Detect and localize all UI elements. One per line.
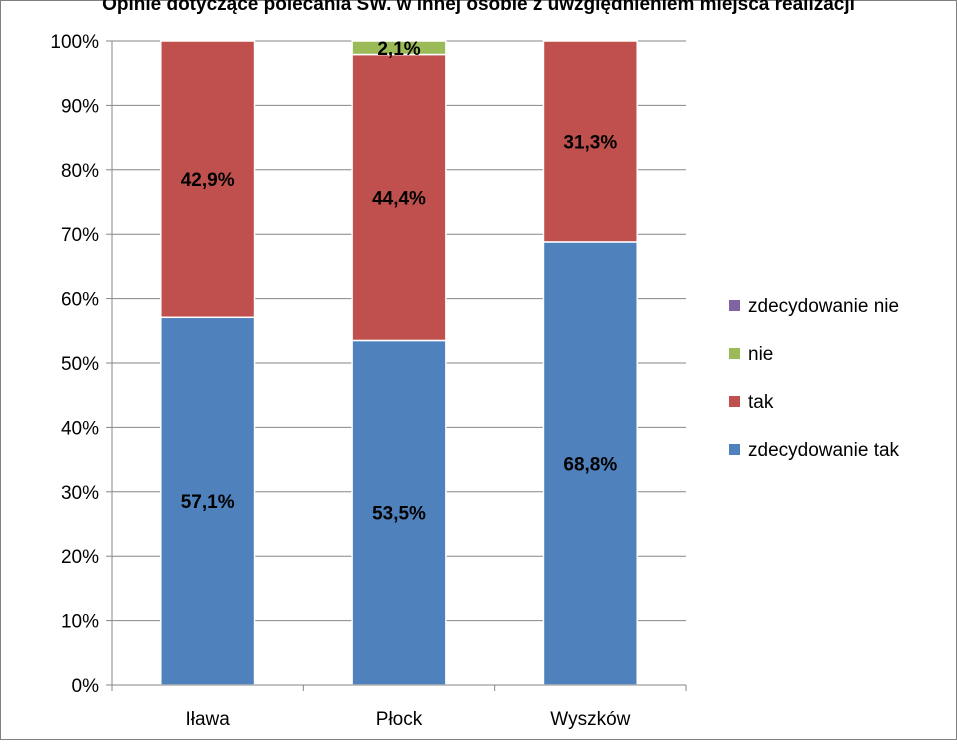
y-tick-label: 50% <box>61 354 99 375</box>
data-label: 53,5% <box>372 504 426 525</box>
bar-segment <box>160 40 256 319</box>
data-label: 44,4% <box>372 188 426 209</box>
x-tick-label: Iława <box>185 709 230 730</box>
data-label: 57,1% <box>181 492 235 513</box>
chart-title: Opinie dotyczące polecania SW. w innej o… <box>0 0 957 22</box>
axes: 0% 10% 20% 30% 40% 50% 60% 70% 80% 90% 100% Iława Pł… <box>50 32 687 730</box>
legend-swatch <box>729 300 740 311</box>
data-labels: 57,1% 42,9% 53,5% 44,4% 2,1% 68,8% 31,3% <box>181 39 618 525</box>
y-tick-label: 70% <box>61 225 99 246</box>
data-label: 68,8% <box>563 454 617 475</box>
y-tick-label: 0% <box>72 676 100 697</box>
legend: zdecydowanie nie nie tak zdecydowanie tak <box>729 296 900 461</box>
legend-label: tak <box>748 392 774 413</box>
legend-swatch <box>729 396 740 407</box>
data-label: 42,9% <box>181 170 235 191</box>
bar-segment <box>542 40 638 243</box>
x-tick-label: Płock <box>376 709 423 730</box>
y-tick-label: 20% <box>61 547 99 568</box>
y-tick-label: 90% <box>61 96 99 117</box>
y-tick-label: 60% <box>61 290 99 311</box>
x-tick-label: Wyszków <box>550 709 630 730</box>
y-tick-label: 10% <box>61 612 99 633</box>
y-tick-label: 100% <box>50 32 99 53</box>
y-tick-label: 80% <box>61 161 99 182</box>
data-label: 2,1% <box>377 39 420 60</box>
legend-label: nie <box>748 344 773 365</box>
chart-title-text: Opinie dotyczące polecania SW. w innej o… <box>102 0 855 15</box>
bar-segment <box>542 241 638 686</box>
y-tick-label: 30% <box>61 483 99 504</box>
legend-swatch <box>729 348 740 359</box>
legend-label: zdecydowanie nie <box>748 296 899 317</box>
bar-segment <box>351 53 447 342</box>
legend-label: zdecydowanie tak <box>748 440 900 461</box>
bar-segment <box>351 40 447 56</box>
y-tick-label: 40% <box>61 418 99 439</box>
legend-swatch <box>729 444 740 455</box>
data-label: 31,3% <box>563 132 617 153</box>
